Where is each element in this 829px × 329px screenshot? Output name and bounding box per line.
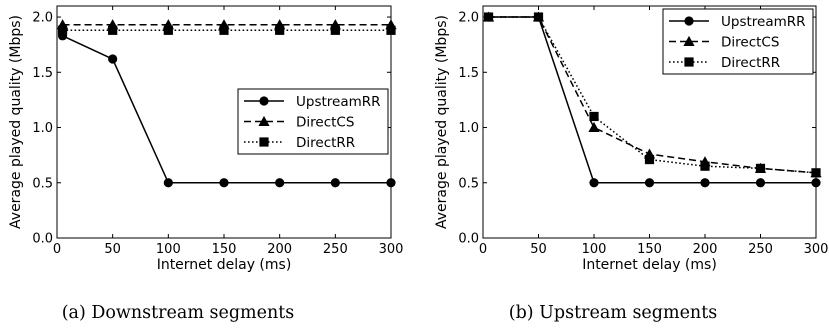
- data-point: [589, 111, 599, 122]
- data-point: [755, 163, 766, 173]
- x-tick-label: 0: [479, 242, 487, 257]
- y-tick-label: 2.0: [32, 11, 53, 26]
- x-axis-label: Internet delay (ms): [582, 257, 717, 273]
- legend-marker: [259, 96, 269, 106]
- legend-label: DirectRR: [296, 135, 355, 151]
- data-point: [330, 178, 340, 188]
- subfigure-caption: (b) Upstream segments: [509, 303, 717, 323]
- data-point: [163, 178, 173, 188]
- legend-marker: [259, 137, 269, 147]
- y-tick-label: 0.5: [32, 176, 53, 191]
- data-point: [163, 25, 173, 35]
- legend: UpstreamRR DirectCS DirectRR: [237, 88, 389, 155]
- data-point: [275, 25, 285, 35]
- data-point: [57, 25, 68, 35]
- legend-item-UpstreamRR: UpstreamRR: [669, 14, 806, 30]
- y-axis-label: Average played quality (Mbps): [434, 15, 450, 229]
- x-tick-label: 300: [804, 242, 829, 257]
- y-tick-label: 0.0: [32, 232, 53, 247]
- data-point: [330, 25, 340, 35]
- legend-item-UpstreamRR: UpstreamRR: [244, 94, 381, 110]
- legend-marker: [258, 115, 270, 126]
- y-tick-label: 1.0: [458, 121, 479, 136]
- data-point: [219, 25, 229, 35]
- x-tick-label: 250: [748, 242, 773, 257]
- x-tick-label: 50: [104, 242, 121, 257]
- legend-item-DirectCS: DirectCS: [669, 35, 779, 51]
- legend-label: UpstreamRR: [296, 94, 381, 110]
- y-tick-label: 0.0: [458, 232, 479, 247]
- series-UpstreamRR: [57, 31, 396, 188]
- subfigure-caption: (a) Downstream segments: [62, 303, 295, 323]
- x-tick-label: 100: [156, 242, 181, 257]
- data-point: [589, 178, 599, 188]
- series-DirectRR: [57, 25, 396, 35]
- chart-a: 0 50 100 150 200 250 300 0.0 0.5 1.0 1.5 2.0 Interne…: [8, 5, 404, 323]
- plot-frame: [482, 5, 817, 239]
- legend-marker: [684, 57, 694, 67]
- plot-frame: [56, 5, 392, 239]
- legend-item-DirectRR: DirectRR: [669, 55, 780, 71]
- y-axis-label: Average played quality (Mbps): [8, 15, 24, 229]
- x-tick-label: 200: [267, 242, 292, 257]
- data-point: [533, 12, 544, 22]
- data-point: [700, 161, 710, 171]
- y-tick-label: 1.5: [458, 66, 479, 81]
- legend-item-DirectCS: DirectCS: [244, 115, 354, 131]
- x-tick-label: 150: [212, 242, 237, 257]
- data-point: [108, 54, 118, 64]
- x-tick-label: 50: [530, 242, 547, 257]
- data-point: [700, 178, 710, 188]
- data-point: [588, 121, 600, 133]
- x-tick-label: 100: [582, 242, 607, 257]
- y-tick-label: 0.5: [458, 176, 479, 191]
- legend-label: DirectCS: [296, 115, 354, 131]
- legend-label: DirectRR: [721, 55, 780, 71]
- x-tick-label: 150: [637, 242, 662, 257]
- x-axis-label: Internet delay (ms): [157, 257, 292, 273]
- x-tick-label: 0: [53, 242, 61, 257]
- data-point: [108, 25, 118, 35]
- data-point: [275, 178, 285, 188]
- data-point: [755, 178, 766, 188]
- y-tick-label: 2.0: [458, 11, 479, 26]
- chart-b: 0 50 100 150 200 250 300 0.0 0.5 1.0 1.5 2.0 Interne…: [434, 5, 829, 323]
- legend-marker: [683, 35, 695, 46]
- legend-marker: [684, 16, 694, 26]
- data-point: [644, 178, 655, 188]
- y-tick-label: 1.5: [32, 66, 53, 81]
- legend-label: DirectCS: [721, 35, 779, 51]
- x-tick-label: 300: [379, 242, 404, 257]
- legend-label: UpstreamRR: [721, 14, 806, 30]
- legend: UpstreamRR DirectCS DirectRR: [662, 8, 814, 75]
- data-point: [483, 12, 494, 22]
- data-point: [644, 154, 655, 165]
- x-tick-label: 200: [693, 242, 718, 257]
- y-tick-label: 1.0: [32, 121, 53, 136]
- legend-item-DirectRR: DirectRR: [244, 135, 355, 151]
- x-tick-label: 250: [323, 242, 348, 257]
- data-point: [219, 178, 229, 188]
